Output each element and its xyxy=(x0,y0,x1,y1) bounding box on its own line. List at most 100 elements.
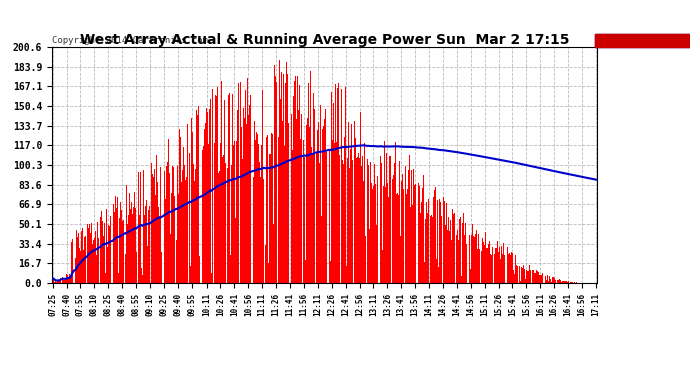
Bar xyxy=(234,141,235,283)
Bar xyxy=(267,135,268,283)
Bar xyxy=(194,181,195,283)
Bar xyxy=(207,112,208,283)
Bar xyxy=(161,163,162,283)
Bar xyxy=(326,70,328,283)
Bar xyxy=(495,248,496,283)
Bar xyxy=(54,282,55,283)
Bar xyxy=(418,183,420,283)
Bar xyxy=(344,137,345,283)
Bar xyxy=(524,269,525,283)
Bar xyxy=(492,248,493,283)
Text: Copyright 2014 Cartronics.com: Copyright 2014 Cartronics.com xyxy=(52,36,208,45)
Bar xyxy=(557,280,558,283)
Bar xyxy=(279,60,280,283)
Bar xyxy=(391,143,393,283)
Bar xyxy=(74,248,75,283)
Bar xyxy=(249,105,250,283)
Bar xyxy=(224,100,225,283)
Bar xyxy=(358,153,359,283)
Bar xyxy=(128,215,129,283)
Bar xyxy=(77,237,78,283)
Bar xyxy=(164,171,166,283)
Bar xyxy=(274,65,275,283)
Bar xyxy=(377,195,379,283)
Bar xyxy=(295,76,296,283)
Bar xyxy=(485,232,486,283)
Bar xyxy=(262,90,263,283)
Bar xyxy=(145,206,146,283)
Bar xyxy=(314,109,315,283)
Bar xyxy=(302,75,304,283)
Bar xyxy=(191,118,192,283)
Bar xyxy=(85,236,86,283)
Bar xyxy=(179,129,180,283)
Bar xyxy=(552,277,553,283)
Bar xyxy=(209,109,210,283)
Bar xyxy=(500,259,501,283)
Bar xyxy=(424,262,425,283)
Bar xyxy=(276,82,277,283)
Bar xyxy=(425,219,426,283)
Bar xyxy=(245,90,246,283)
Bar xyxy=(463,213,464,283)
Bar xyxy=(137,178,139,283)
Bar xyxy=(139,214,140,283)
Bar xyxy=(175,147,177,283)
Bar xyxy=(436,259,437,283)
Bar xyxy=(55,282,56,283)
Bar xyxy=(239,262,240,283)
Bar xyxy=(540,275,541,283)
Bar xyxy=(208,144,209,283)
Bar xyxy=(222,158,223,283)
Bar xyxy=(507,248,509,283)
Bar xyxy=(397,193,398,283)
Bar xyxy=(453,213,455,283)
Bar xyxy=(446,202,447,283)
Bar xyxy=(105,273,106,283)
Bar xyxy=(321,216,322,283)
Bar xyxy=(483,242,484,283)
Bar xyxy=(551,282,552,283)
Bar xyxy=(113,204,115,283)
Bar xyxy=(547,275,548,283)
Bar xyxy=(360,112,361,283)
Bar xyxy=(350,149,351,283)
Bar xyxy=(80,252,81,283)
Bar xyxy=(431,215,432,283)
Bar xyxy=(91,223,92,283)
Bar xyxy=(283,74,284,283)
Bar xyxy=(444,201,445,283)
Bar xyxy=(190,266,191,283)
Bar xyxy=(219,171,220,283)
Bar xyxy=(86,248,88,283)
Bar xyxy=(409,155,410,283)
Bar xyxy=(374,164,375,283)
Bar xyxy=(89,224,90,283)
Bar xyxy=(493,242,494,283)
Bar xyxy=(489,241,490,283)
Bar xyxy=(172,167,174,283)
Bar xyxy=(554,278,555,283)
Bar xyxy=(61,276,62,283)
Bar xyxy=(273,224,274,283)
Bar xyxy=(527,271,528,283)
Bar xyxy=(461,276,462,283)
Bar xyxy=(291,114,293,283)
Bar xyxy=(126,186,127,283)
Bar xyxy=(498,252,499,283)
Bar xyxy=(437,200,438,283)
Bar xyxy=(263,179,264,283)
Bar xyxy=(400,236,401,283)
Bar xyxy=(351,124,352,283)
Bar xyxy=(185,180,186,283)
Bar xyxy=(204,129,205,283)
Bar xyxy=(365,236,366,283)
Bar xyxy=(531,275,533,283)
Bar xyxy=(231,165,232,283)
Bar xyxy=(357,157,358,283)
Bar xyxy=(112,210,113,283)
Bar xyxy=(441,216,442,283)
Bar xyxy=(293,96,294,283)
Bar xyxy=(475,234,476,283)
Bar xyxy=(64,280,65,283)
